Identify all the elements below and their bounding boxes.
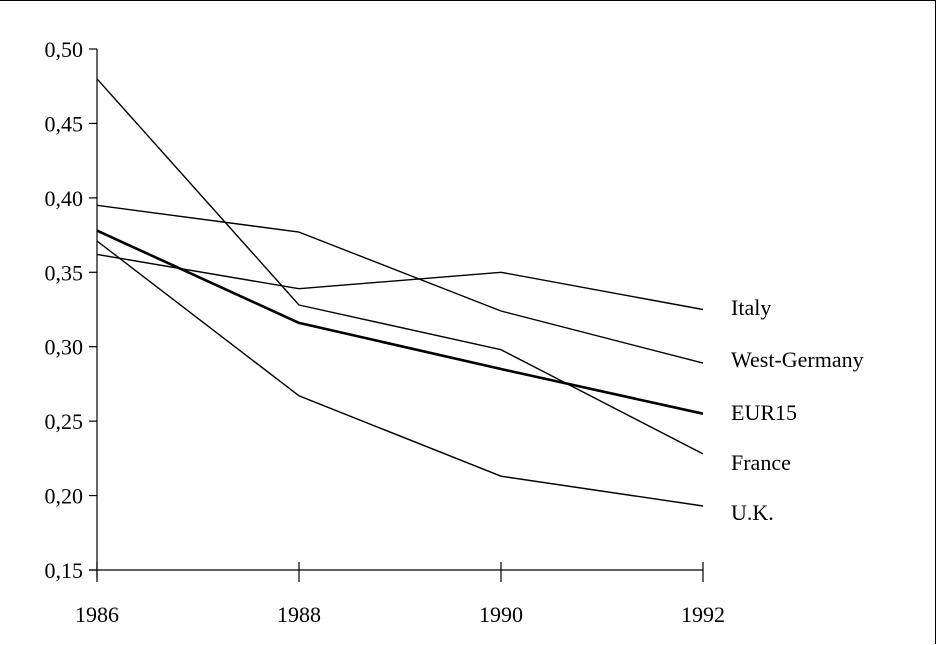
y-tick-label: 0,30 (45, 335, 84, 360)
y-tick-label: 0,45 (45, 111, 84, 136)
series-line-west-germany (96, 204, 704, 364)
series-line-italy (96, 253, 704, 311)
y-tick-label: 0,40 (45, 186, 84, 211)
x-tick-label: 1990 (479, 602, 523, 627)
x-tick-label: 1986 (75, 602, 119, 627)
series-line-u-k- (96, 240, 704, 507)
x-tick-label: 1988 (277, 602, 321, 627)
series-label-eur15: EUR15 (731, 400, 797, 425)
series-label-italy: Italy (731, 295, 771, 320)
series-line-eur15 (96, 229, 704, 415)
series-label-u-k-: U.K. (731, 500, 774, 525)
series-label-west-germany: West-Germany (731, 347, 864, 372)
x-tick-label: 1992 (681, 602, 725, 627)
y-tick-label: 0,15 (45, 558, 84, 583)
series-label-france: France (731, 450, 791, 475)
series-line-france (96, 78, 704, 455)
y-tick-label: 0,25 (45, 409, 84, 434)
y-tick-label: 0,35 (45, 260, 84, 285)
y-tick-label: 0,50 (45, 37, 84, 62)
y-tick-label: 0,20 (45, 484, 84, 509)
